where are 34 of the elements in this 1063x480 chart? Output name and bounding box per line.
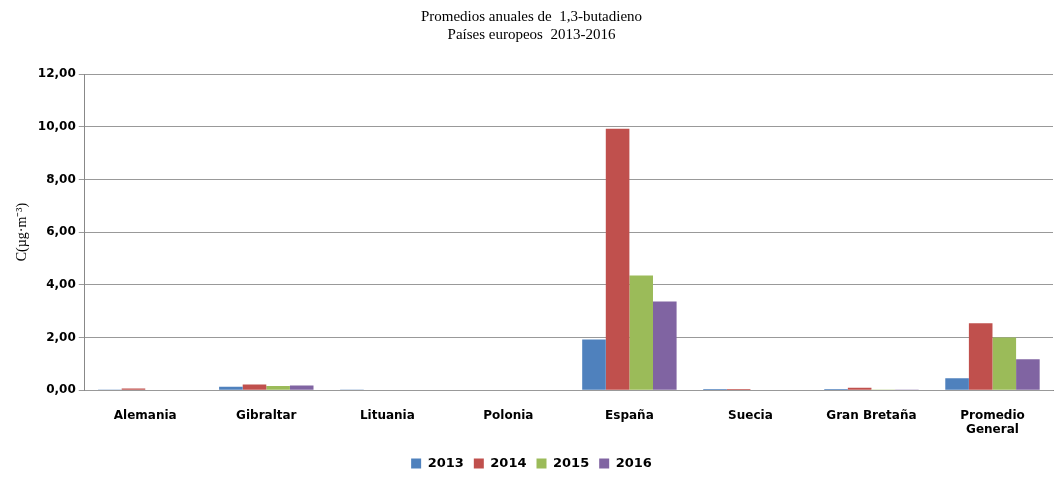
- x-tick-label: Promedio General: [960, 407, 1025, 436]
- bar: [653, 301, 677, 390]
- bar: [266, 385, 290, 390]
- bar: [968, 323, 993, 390]
- legend-label: 2014: [490, 454, 527, 470]
- y-tick-label: 0,00: [46, 382, 76, 397]
- bar: [582, 339, 606, 390]
- x-tick-label: Gibraltar: [236, 407, 297, 422]
- legend-label: 2015: [553, 454, 590, 470]
- legend-label: 2016: [615, 454, 652, 470]
- bar: [992, 337, 1017, 390]
- bar: [629, 275, 653, 390]
- bar: [289, 385, 314, 390]
- legend-label: 2013: [427, 454, 464, 470]
- x-tick-label: España: [605, 407, 654, 422]
- x-tick-label: Polonia: [483, 407, 534, 422]
- x-tick-label: Suecia: [728, 407, 773, 422]
- bar: [605, 128, 630, 390]
- y-tick-label: 2,00: [46, 329, 76, 344]
- bar: [1016, 359, 1040, 390]
- y-tick-label: 6,00: [46, 224, 76, 239]
- y-tick-label: 10,00: [37, 118, 76, 133]
- y-tick-label: 12,00: [37, 66, 76, 81]
- chart-title: Promedios anuales de 1,3-butadieno: [420, 7, 643, 24]
- chart-subtitle: Países europeos 2013-2016: [447, 25, 616, 42]
- x-tick-label: Lituania: [359, 407, 415, 422]
- y-axis-title: C(µg·m⁻³): [14, 202, 31, 262]
- y-tick-label: 8,00: [46, 171, 76, 186]
- bar: [219, 386, 243, 390]
- bar: [945, 378, 969, 390]
- x-tick-label: Gran Bretaña: [826, 407, 917, 422]
- y-tick-label: 4,00: [46, 276, 76, 291]
- bar: [242, 384, 267, 390]
- x-tick-label: Alemania: [113, 407, 177, 422]
